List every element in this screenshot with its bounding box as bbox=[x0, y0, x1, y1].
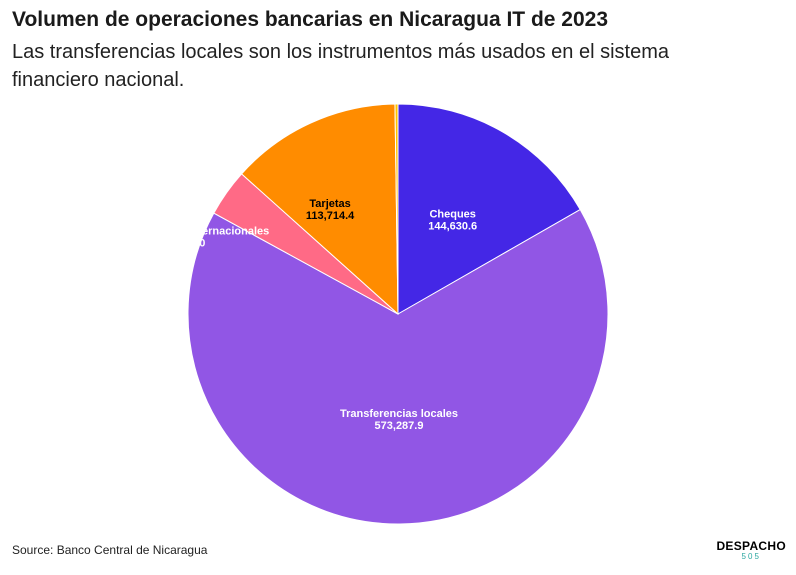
pie-slices bbox=[187, 103, 609, 525]
slice-label: Trasnferencias internacionales bbox=[108, 226, 269, 238]
publisher-logo: DESPACHO 505 bbox=[716, 540, 786, 561]
pie-slice bbox=[394, 103, 399, 315]
slice-value-label: 573,287.9 bbox=[375, 420, 424, 432]
pie-slice bbox=[187, 208, 609, 525]
logo-number: 505 bbox=[741, 552, 761, 561]
logo-wordmark: DESPACHO bbox=[716, 539, 786, 553]
slice-value-label: 31,590 bbox=[172, 238, 206, 250]
chart-subtitle: Las transferencias locales son los instr… bbox=[12, 41, 669, 91]
slice-label: Cheques bbox=[429, 209, 475, 221]
pie-slice bbox=[397, 103, 581, 315]
slice-label: Tarjetas bbox=[309, 198, 350, 210]
pie-slice bbox=[240, 103, 399, 316]
source-note: Source: Banco Central de Nicaragua bbox=[12, 543, 208, 557]
slice-value-label: 113,714.4 bbox=[306, 210, 355, 222]
chart-title: Volumen de operaciones bancarias en Nica… bbox=[12, 8, 609, 31]
slice-label: Transferencias locales bbox=[340, 408, 458, 420]
slice-value-label: 144,630.6 bbox=[428, 221, 477, 233]
